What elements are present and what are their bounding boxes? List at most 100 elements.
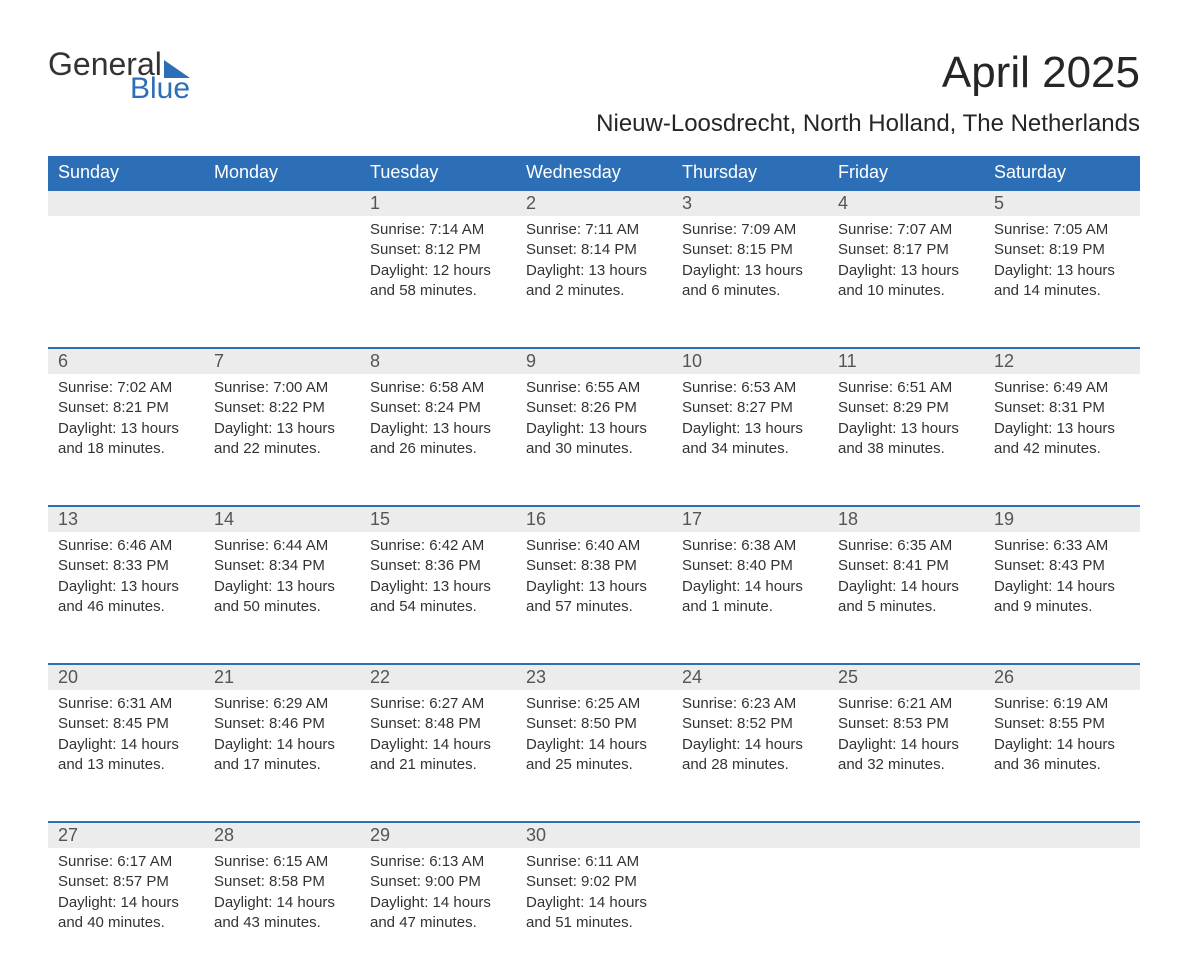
- day-number: 2: [516, 191, 672, 216]
- sunrise-text: Sunrise: 7:05 AM: [994, 220, 1130, 240]
- daylight-text: Daylight: 13 hours and 2 minutes.: [526, 261, 662, 302]
- sunset-text: Sunset: 8:50 PM: [526, 714, 662, 734]
- day-number: 6: [48, 349, 204, 374]
- day-content-cell: Sunrise: 6:29 AMSunset: 8:46 PMDaylight:…: [204, 690, 360, 822]
- day-content-cell: Sunrise: 6:31 AMSunset: 8:45 PMDaylight:…: [48, 690, 204, 822]
- day-content: [48, 216, 204, 236]
- daylight-text: Daylight: 13 hours and 6 minutes.: [682, 261, 818, 302]
- sunset-text: Sunset: 8:58 PM: [214, 872, 350, 892]
- day-number-cell: 1: [360, 190, 516, 216]
- week-content-row: Sunrise: 6:17 AMSunset: 8:57 PMDaylight:…: [48, 848, 1140, 980]
- day-number: 15: [360, 507, 516, 532]
- sunrise-text: Sunrise: 7:14 AM: [370, 220, 506, 240]
- day-content-cell: Sunrise: 6:38 AMSunset: 8:40 PMDaylight:…: [672, 532, 828, 664]
- day-content: Sunrise: 7:07 AMSunset: 8:17 PMDaylight:…: [828, 216, 984, 317]
- daylight-text: Daylight: 14 hours and 21 minutes.: [370, 735, 506, 776]
- day-number-cell: .: [984, 822, 1140, 848]
- day-content: Sunrise: 6:53 AMSunset: 8:27 PMDaylight:…: [672, 374, 828, 475]
- weekday-header: Saturday: [984, 156, 1140, 190]
- day-number-cell: 15: [360, 506, 516, 532]
- day-number-cell: 28: [204, 822, 360, 848]
- daylight-text: Daylight: 13 hours and 34 minutes.: [682, 419, 818, 460]
- day-content: Sunrise: 6:23 AMSunset: 8:52 PMDaylight:…: [672, 690, 828, 791]
- weekday-header-row: SundayMondayTuesdayWednesdayThursdayFrid…: [48, 156, 1140, 190]
- daylight-text: Daylight: 13 hours and 46 minutes.: [58, 577, 194, 618]
- sunset-text: Sunset: 8:31 PM: [994, 398, 1130, 418]
- sunset-text: Sunset: 8:38 PM: [526, 556, 662, 576]
- daylight-text: Daylight: 14 hours and 47 minutes.: [370, 893, 506, 934]
- day-number: .: [204, 191, 360, 216]
- day-number-cell: 12: [984, 348, 1140, 374]
- day-content-cell: Sunrise: 6:21 AMSunset: 8:53 PMDaylight:…: [828, 690, 984, 822]
- sunrise-text: Sunrise: 7:09 AM: [682, 220, 818, 240]
- sunset-text: Sunset: 8:40 PM: [682, 556, 818, 576]
- sunset-text: Sunset: 9:00 PM: [370, 872, 506, 892]
- sunset-text: Sunset: 8:21 PM: [58, 398, 194, 418]
- day-content: [204, 216, 360, 236]
- day-content: Sunrise: 6:25 AMSunset: 8:50 PMDaylight:…: [516, 690, 672, 791]
- day-number-cell: 25: [828, 664, 984, 690]
- sunset-text: Sunset: 8:15 PM: [682, 240, 818, 260]
- day-number-cell: 20: [48, 664, 204, 690]
- day-content: Sunrise: 7:00 AMSunset: 8:22 PMDaylight:…: [204, 374, 360, 475]
- sunset-text: Sunset: 8:24 PM: [370, 398, 506, 418]
- week-content-row: Sunrise: 7:14 AMSunset: 8:12 PMDaylight:…: [48, 216, 1140, 348]
- day-number: 5: [984, 191, 1140, 216]
- day-content: Sunrise: 6:17 AMSunset: 8:57 PMDaylight:…: [48, 848, 204, 949]
- sunrise-text: Sunrise: 6:51 AM: [838, 378, 974, 398]
- day-content-cell: Sunrise: 6:13 AMSunset: 9:00 PMDaylight:…: [360, 848, 516, 980]
- sunset-text: Sunset: 8:57 PM: [58, 872, 194, 892]
- day-content-cell: Sunrise: 6:53 AMSunset: 8:27 PMDaylight:…: [672, 374, 828, 506]
- sunset-text: Sunset: 8:43 PM: [994, 556, 1130, 576]
- sunset-text: Sunset: 8:27 PM: [682, 398, 818, 418]
- day-number: 28: [204, 823, 360, 848]
- daylight-text: Daylight: 13 hours and 14 minutes.: [994, 261, 1130, 302]
- day-number: 7: [204, 349, 360, 374]
- day-content-cell: Sunrise: 6:17 AMSunset: 8:57 PMDaylight:…: [48, 848, 204, 980]
- day-number: 23: [516, 665, 672, 690]
- day-number-cell: 14: [204, 506, 360, 532]
- weekday-header: Thursday: [672, 156, 828, 190]
- day-number: 13: [48, 507, 204, 532]
- day-number-cell: 23: [516, 664, 672, 690]
- day-content: Sunrise: 6:46 AMSunset: 8:33 PMDaylight:…: [48, 532, 204, 633]
- sunset-text: Sunset: 8:53 PM: [838, 714, 974, 734]
- daylight-text: Daylight: 13 hours and 38 minutes.: [838, 419, 974, 460]
- sunrise-text: Sunrise: 7:11 AM: [526, 220, 662, 240]
- sunrise-text: Sunrise: 7:07 AM: [838, 220, 974, 240]
- daylight-text: Daylight: 13 hours and 18 minutes.: [58, 419, 194, 460]
- day-number: 9: [516, 349, 672, 374]
- day-number-cell: 29: [360, 822, 516, 848]
- day-content: [672, 848, 828, 868]
- day-number-cell: .: [828, 822, 984, 848]
- day-content-cell: Sunrise: 6:42 AMSunset: 8:36 PMDaylight:…: [360, 532, 516, 664]
- day-number: 3: [672, 191, 828, 216]
- day-content-cell: [672, 848, 828, 980]
- day-content: Sunrise: 7:05 AMSunset: 8:19 PMDaylight:…: [984, 216, 1140, 317]
- day-number: 1: [360, 191, 516, 216]
- day-number-cell: 16: [516, 506, 672, 532]
- day-number: 27: [48, 823, 204, 848]
- day-content-cell: Sunrise: 6:25 AMSunset: 8:50 PMDaylight:…: [516, 690, 672, 822]
- daylight-text: Daylight: 14 hours and 17 minutes.: [214, 735, 350, 776]
- sunrise-text: Sunrise: 6:15 AM: [214, 852, 350, 872]
- day-number-cell: 19: [984, 506, 1140, 532]
- day-number: 10: [672, 349, 828, 374]
- day-content: Sunrise: 7:02 AMSunset: 8:21 PMDaylight:…: [48, 374, 204, 475]
- sunrise-text: Sunrise: 6:35 AM: [838, 536, 974, 556]
- sunrise-text: Sunrise: 6:53 AM: [682, 378, 818, 398]
- sunset-text: Sunset: 8:34 PM: [214, 556, 350, 576]
- sunrise-text: Sunrise: 6:29 AM: [214, 694, 350, 714]
- daylight-text: Daylight: 13 hours and 50 minutes.: [214, 577, 350, 618]
- day-number-cell: .: [204, 190, 360, 216]
- daylight-text: Daylight: 14 hours and 40 minutes.: [58, 893, 194, 934]
- day-number: 19: [984, 507, 1140, 532]
- sunrise-text: Sunrise: 6:46 AM: [58, 536, 194, 556]
- day-number: 12: [984, 349, 1140, 374]
- sunrise-text: Sunrise: 6:55 AM: [526, 378, 662, 398]
- day-content-cell: Sunrise: 6:35 AMSunset: 8:41 PMDaylight:…: [828, 532, 984, 664]
- day-number-cell: 21: [204, 664, 360, 690]
- day-number: .: [828, 823, 984, 848]
- day-number-cell: 30: [516, 822, 672, 848]
- day-content-cell: Sunrise: 7:14 AMSunset: 8:12 PMDaylight:…: [360, 216, 516, 348]
